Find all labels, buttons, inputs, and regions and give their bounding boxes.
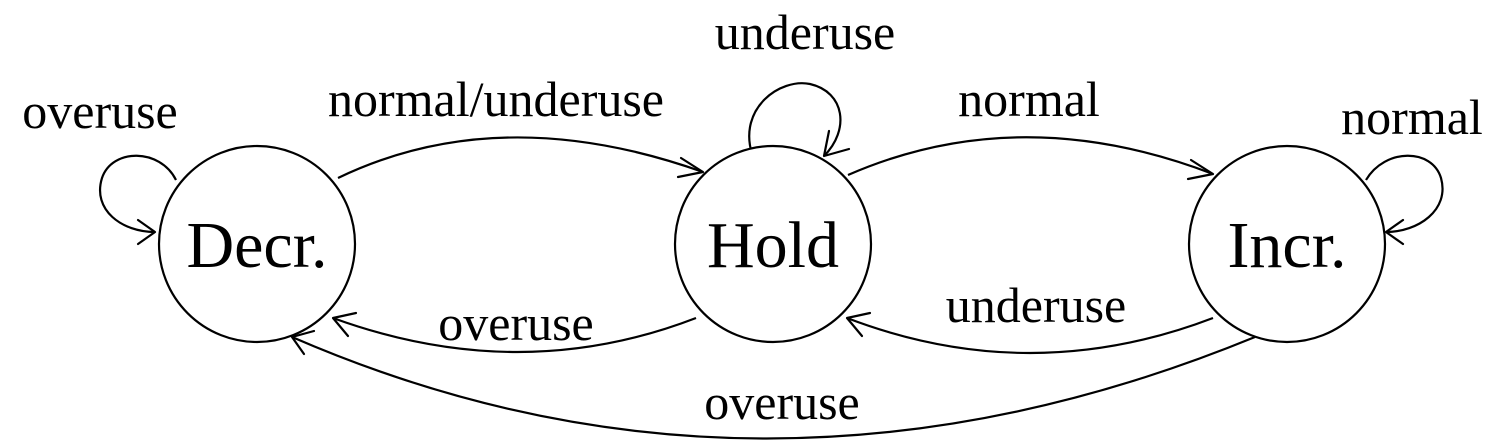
increase-self-loop-label: normal [1341,89,1483,145]
decrease-to-hold-arrowhead [676,156,705,179]
hold-to-decrease-arrowhead [331,311,358,338]
increase-state-label: Incr. [1227,209,1346,282]
hold-to-increase-label: normal [958,71,1100,127]
hold-state-circle [673,144,873,344]
hold-to-decrease-label: overuse [438,295,594,351]
increase-self-loop-edge [1365,154,1444,234]
decrease-self-loop-label: overuse [22,83,178,139]
increase-to-decrease-arrowhead [290,329,316,356]
decrease-to-hold-edge [337,136,704,179]
increase-to-hold-arrowhead [845,311,872,338]
decrease-to-hold-label: normal/underuse [328,71,664,127]
hold-to-increase-arrowhead [1186,158,1215,181]
hold-self-loop-label: underuse [715,4,896,60]
hold-self-loop-arrowhead [822,129,851,158]
hold-to-increase-edge [847,136,1214,177]
hold-to-decrease-edge [332,316,697,354]
decrease-self-loop-arrowhead [136,218,157,246]
increase-to-decrease-label: overuse [704,374,860,430]
increase-to-hold-edge [846,316,1214,355]
hold-state-label: Hold [707,209,839,282]
decrease-state-circle [157,144,357,344]
hold-self-loop-edge [748,82,842,157]
decrease-self-loop-edge [99,154,177,234]
increase-to-decrease-edge [291,335,1256,440]
increase-self-loop-arrowhead [1384,218,1405,246]
increase-state-circle [1187,144,1387,344]
increase-to-hold-label: underuse [946,277,1127,333]
decrease-state-label: Decr. [186,209,327,282]
